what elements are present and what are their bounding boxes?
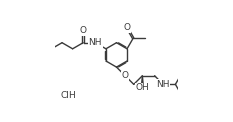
Text: O: O xyxy=(122,71,129,80)
Text: NH: NH xyxy=(89,38,102,47)
Text: H: H xyxy=(69,91,75,100)
Polygon shape xyxy=(141,76,143,87)
Text: O: O xyxy=(80,26,87,35)
Text: NH: NH xyxy=(156,80,170,89)
Text: O: O xyxy=(123,23,130,32)
Text: Cl: Cl xyxy=(61,91,70,100)
Text: OH: OH xyxy=(136,83,149,92)
